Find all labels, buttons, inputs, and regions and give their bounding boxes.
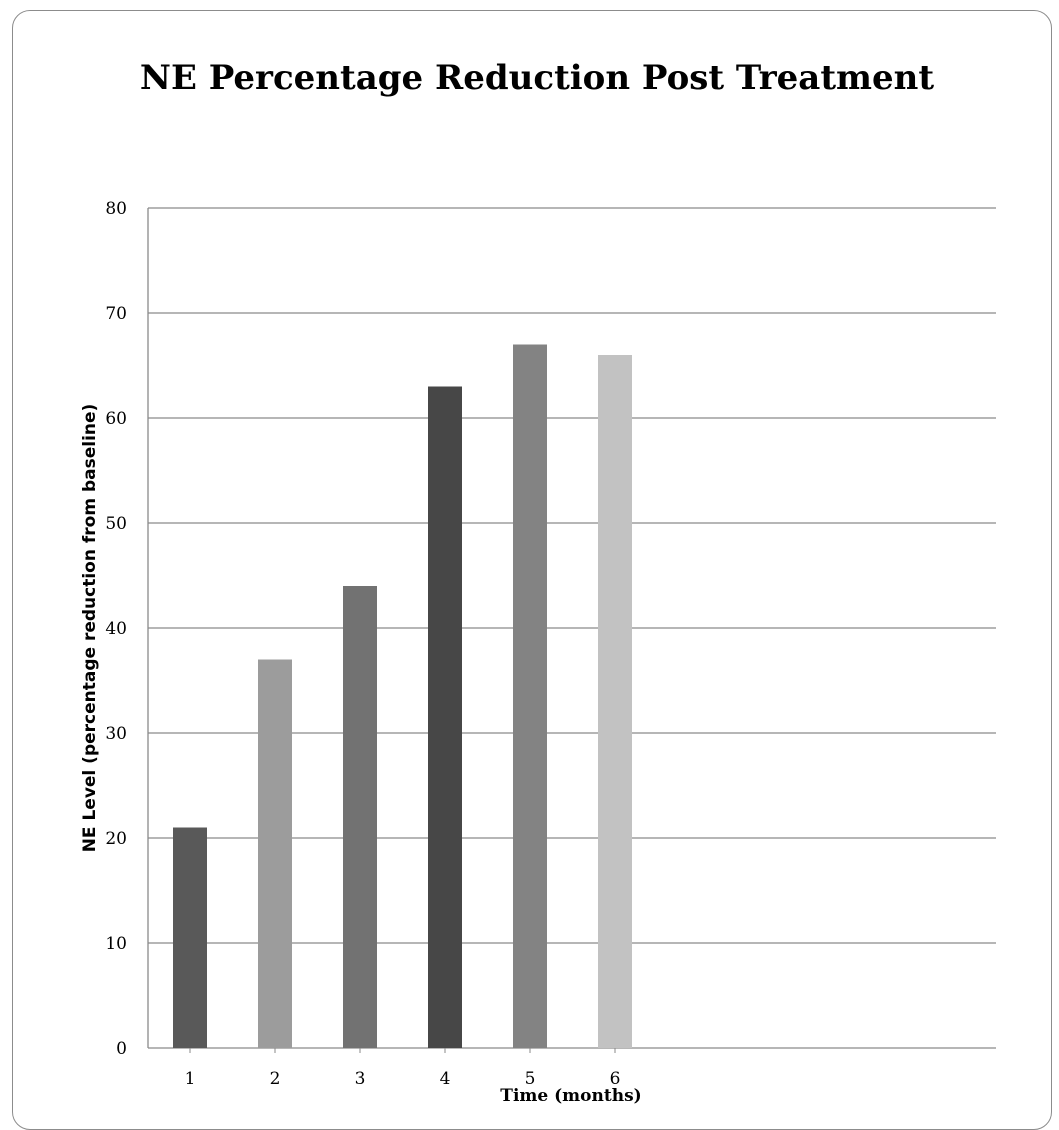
x-tick-labels: 1 2 3 4 5 6 xyxy=(185,1048,621,1089)
y-tick-label: 70 xyxy=(105,304,127,324)
y-tick-label: 80 xyxy=(105,199,127,219)
x-tick-label: 6 xyxy=(610,1069,621,1089)
chart-title: NE Percentage Reduction Post Treatment xyxy=(139,58,935,98)
x-tick-label: 4 xyxy=(440,1069,451,1089)
y-tick-labels: 0 10 20 30 40 50 60 70 80 xyxy=(105,199,127,1059)
y-tick-label: 0 xyxy=(116,1039,127,1059)
x-axis-title: Time (months) xyxy=(500,1086,641,1104)
y-tick-label: 60 xyxy=(105,409,127,429)
y-tick-label: 20 xyxy=(105,829,127,849)
bars xyxy=(173,344,632,1048)
x-tick-label: 3 xyxy=(355,1069,366,1089)
bar-month-1 xyxy=(173,827,207,1048)
bar-chart: 0 10 20 30 40 50 60 70 80 1 2 3 4 5 6 NE Level (perce… xyxy=(80,199,996,1104)
bar-month-2 xyxy=(258,659,292,1048)
y-tick-label: 50 xyxy=(105,514,127,534)
y-tick-label: 30 xyxy=(105,724,127,744)
bar-month-3 xyxy=(343,586,377,1048)
x-tick-label: 1 xyxy=(185,1069,196,1089)
bar-month-5 xyxy=(513,344,547,1048)
bar-month-4 xyxy=(428,386,462,1048)
y-axis-title: NE Level (percentage reduction from base… xyxy=(80,404,100,853)
y-tick-label: 10 xyxy=(105,934,127,954)
x-tick-label: 5 xyxy=(525,1069,536,1089)
x-tick-label: 2 xyxy=(270,1069,281,1089)
y-tick-label: 40 xyxy=(105,619,127,639)
bar-month-6 xyxy=(598,355,632,1048)
